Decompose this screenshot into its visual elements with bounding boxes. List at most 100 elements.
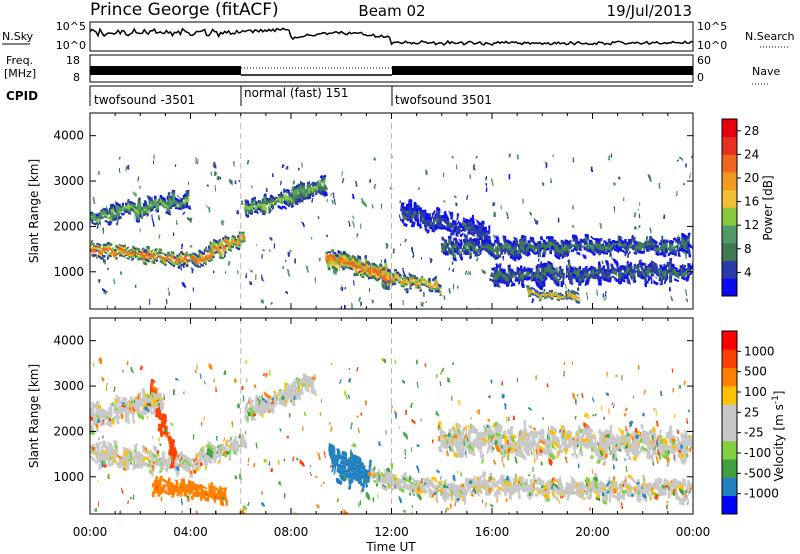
power-echo-cell-7 — [643, 244, 646, 248]
nsky-panel-frame — [89, 21, 694, 52]
power-echo-cell-3 — [348, 253, 352, 257]
power-echo-cell-5 — [556, 298, 560, 301]
power-echo-cell-0 — [180, 255, 184, 259]
velocity-echo-cell-7 — [504, 454, 508, 458]
power-echo-cell-8 — [559, 273, 562, 277]
velocity-echo-cell-7 — [610, 425, 613, 430]
power-echo-cell-8 — [494, 278, 498, 283]
velocity-echo-cell-7 — [651, 426, 655, 432]
power-echo-cell-2 — [314, 188, 318, 191]
velocity-echo-cell-7 — [442, 434, 446, 438]
velocity-echo-cell-8 — [575, 493, 579, 496]
power-echo-cell-7 — [482, 246, 486, 249]
velocity-echo-cell-8 — [531, 482, 535, 486]
power-echo-cell-5 — [565, 293, 569, 296]
power-echo-cell-8 — [519, 282, 523, 286]
power-echo-cell-7 — [616, 249, 620, 252]
power-echo-cell-7 — [605, 251, 609, 254]
power-echo-cell-3 — [381, 283, 385, 288]
power-echo-cell-9 — [433, 229, 437, 233]
power-echo-cell-8 — [510, 275, 514, 279]
power-echo-cell-3 — [327, 253, 331, 256]
velocity-echo-cell-7 — [444, 439, 448, 443]
velocity-echo-cell-2 — [264, 402, 268, 406]
power-echo-speckle — [411, 251, 414, 258]
power-echo-cell-7 — [563, 247, 567, 251]
velocity-echo-cell-4 — [418, 481, 422, 485]
velocity-echo-cell-4 — [421, 488, 424, 491]
power-echo-cell-0 — [143, 252, 147, 256]
velocity-echo-cell-8 — [588, 496, 592, 501]
velocity-echo-cell-4 — [443, 493, 447, 497]
power-echo-cell-0 — [134, 248, 138, 250]
velocity-echo-cell-8 — [526, 492, 530, 496]
velocity-echo-cell-7 — [614, 449, 618, 453]
velocity-echo-cell-1 — [208, 457, 212, 461]
power-echo-cell-7 — [627, 244, 631, 248]
power-echo-cell-5 — [554, 294, 558, 296]
power-echo-cell-0 — [123, 256, 127, 259]
power-echo-cell-6 — [165, 201, 168, 204]
power-echo-cell-9 — [402, 203, 406, 208]
power-echo-cell-6 — [130, 207, 133, 210]
velocity-echo-cell-8 — [507, 476, 511, 480]
velocity-echo-cell-2 — [250, 400, 254, 405]
velocity-echo-cell-7 — [638, 440, 642, 444]
power-echo-cell-2 — [279, 197, 283, 201]
velocity-echo-cell-5 — [167, 446, 171, 451]
power-echo-cell-1 — [215, 250, 219, 253]
power-echo-cell-8 — [501, 277, 505, 281]
velocity-echo-cell-6 — [158, 491, 161, 495]
velocity-echo-cell-8 — [500, 488, 504, 492]
velocity-echo-cell-8 — [472, 474, 475, 479]
power-echo-cell-2 — [259, 203, 263, 207]
power-echo-cell-8 — [620, 275, 624, 279]
velocity-echo-cell-7 — [590, 438, 594, 443]
power-echo-cell-7 — [451, 255, 455, 259]
power-echo-speckle — [161, 253, 163, 257]
power-echo-cell-3 — [348, 256, 352, 259]
power-echo-cell-7 — [687, 246, 691, 250]
power-echo-cell-0 — [95, 250, 99, 253]
power-echo-cell-0 — [95, 255, 99, 258]
power-echo-cell-3 — [385, 264, 389, 268]
power-echo-cell-8 — [523, 285, 527, 290]
velocity-echo-cell-7 — [610, 435, 613, 440]
power-echo-cell-7 — [673, 250, 677, 254]
velocity-echo-cell-4 — [369, 467, 373, 470]
velocity-echo-cell-2 — [246, 403, 250, 407]
velocity-echo-cell-0 — [151, 465, 155, 469]
velocity-echo-cell-7 — [479, 441, 483, 447]
power-echo-cell-0 — [114, 257, 118, 260]
velocity-echo-cell-8 — [476, 480, 480, 484]
nave-tick-top: 60 — [697, 54, 711, 67]
power-echo-speckle — [249, 268, 251, 271]
velocity-echo-cell-7 — [563, 434, 567, 438]
power-echo-cell-8 — [623, 266, 626, 269]
power-echo-cell-7 — [574, 235, 578, 239]
power-echo-cell-8 — [545, 267, 549, 271]
power-echo-cell-3 — [351, 256, 354, 260]
velocity-echo-cell-2 — [275, 393, 279, 397]
velocity-echo-cell-5 — [171, 445, 175, 450]
power-echo-cell-7 — [457, 244, 461, 248]
power-echo-speckle — [678, 268, 680, 271]
velocity-echo-cell-0 — [147, 458, 151, 462]
power-echo-cell-8 — [506, 284, 509, 287]
power-echo-cell-8 — [523, 274, 527, 279]
velocity-echo-cell-4 — [456, 494, 460, 498]
velocity-echo-cell-2 — [288, 388, 292, 393]
power-echo-cell-6 — [182, 194, 186, 198]
power-echo-cell-9 — [407, 214, 410, 218]
power-echo-cell-6 — [143, 211, 147, 214]
velocity-echo-cell-8 — [542, 484, 546, 487]
power-echo-speckle — [278, 179, 281, 184]
velocity-echo-cell-0 — [154, 461, 158, 466]
power-echo-cell-2 — [268, 206, 272, 209]
power-echo-cell-8 — [680, 275, 684, 279]
power-echo-cell-7 — [676, 248, 680, 252]
power-echo-speckle — [93, 198, 96, 204]
power-echo-speckle — [120, 271, 123, 275]
power-echo-cell-0 — [134, 249, 138, 252]
power-echo-cell-7 — [477, 244, 481, 247]
